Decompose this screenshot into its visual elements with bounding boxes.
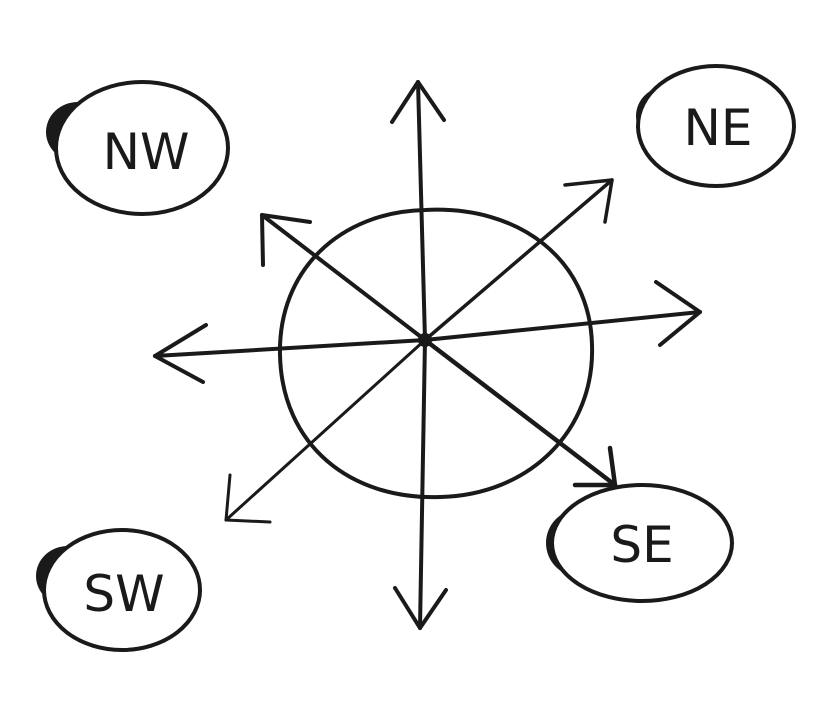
nw-label: NW [103,123,190,181]
southeast-arrow [422,337,618,488]
north-arrow [390,80,446,342]
nw-bubble: NW [46,80,230,216]
sw-bubble: SW [36,528,202,652]
south-arrow [393,338,448,630]
se-bubble: SE [546,483,734,603]
ne-label: NE [684,99,753,157]
se-label: SE [610,516,673,574]
compass-circle [277,207,595,500]
west-arrow [153,323,427,384]
northeast-arrow [423,178,614,342]
southwest-arrow [224,338,427,524]
northwest-arrow [260,213,427,342]
sw-label: SW [83,565,164,623]
ne-bubble: NE [636,64,796,188]
compass-center-dot [418,333,432,347]
east-arrow [423,280,702,347]
